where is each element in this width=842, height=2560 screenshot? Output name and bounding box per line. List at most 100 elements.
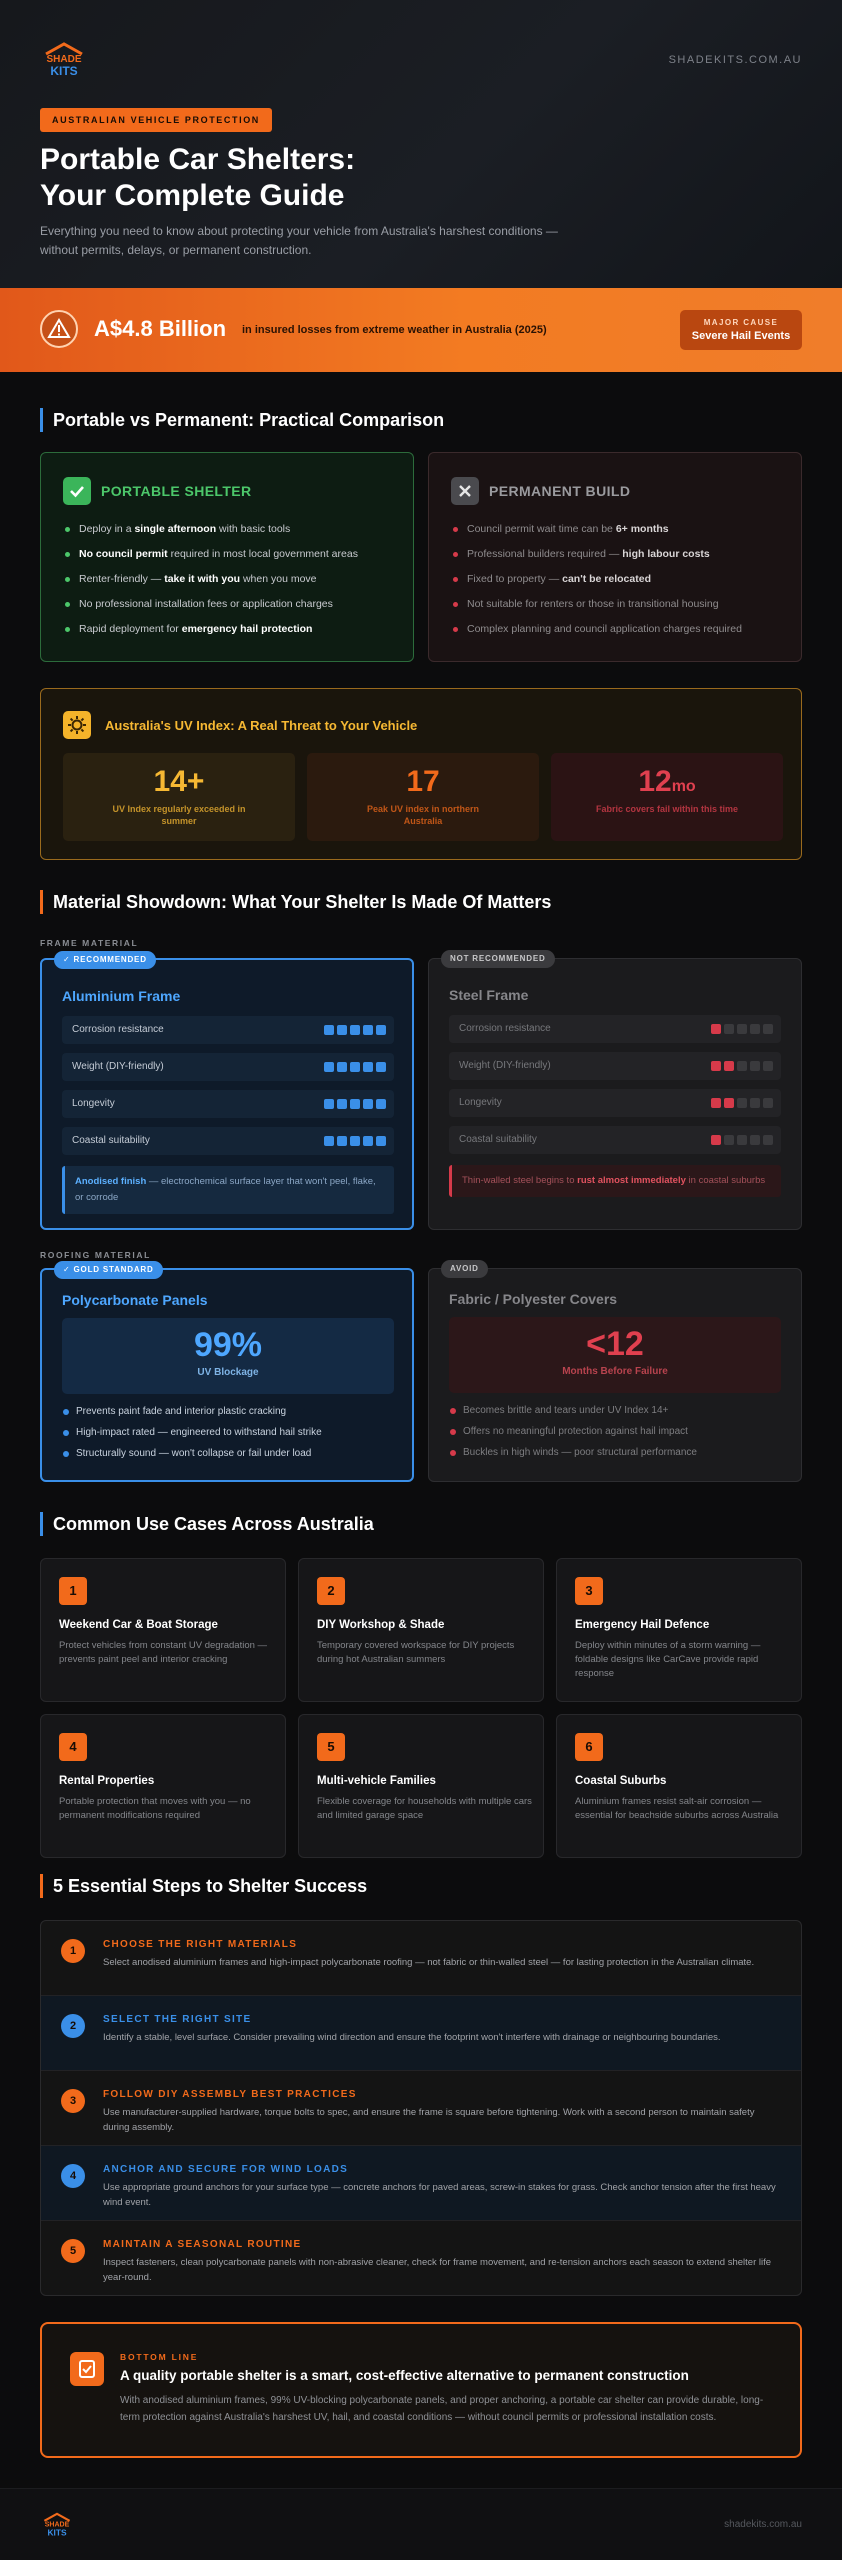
rating-dot xyxy=(363,1062,373,1072)
logo-text-top: SHADE xyxy=(46,54,81,65)
polycarbonate-card: ✓ GOLD STANDARD Polycarbonate Panels 99%… xyxy=(40,1261,414,1482)
step-title: MAINTAIN A SEASONAL ROUTINE xyxy=(103,2239,302,2250)
use-case-description: Temporary covered workspace for DIY proj… xyxy=(317,1640,515,1665)
use-case-title: DIY Workshop & Shade xyxy=(317,1619,445,1631)
step-item: 1 CHOOSE THE RIGHT MATERIALS Select anodis… xyxy=(41,1921,801,1996)
aluminium-rating-score xyxy=(324,1099,386,1109)
logo-text-bottom: KITS xyxy=(50,64,77,78)
aluminium-rating-row: Corrosion resistance xyxy=(62,1016,394,1044)
permanent-drawback-text: Council permit wait time can be xyxy=(467,523,616,535)
rating-dot xyxy=(363,1099,373,1109)
portable-heading: PORTABLE SHELTER xyxy=(101,483,252,499)
bottom-line-label: BOTTOM LINE xyxy=(120,2352,199,2362)
rating-dot xyxy=(750,1024,760,1034)
uv-stat-box: 17 Peak UV index in northern Australia xyxy=(307,753,539,841)
step-item: 5 MAINTAIN A SEASONAL ROUTINE Inspect fast… xyxy=(41,2221,801,2295)
roofing-material-label: ROOFING MATERIAL xyxy=(40,1250,151,1260)
uv-stat-box: 14+ UV Index regularly exceeded in summer xyxy=(63,753,295,841)
permanent-drawback-emphasis: high labour costs xyxy=(622,548,710,560)
step-description: Use appropriate ground anchors for your … xyxy=(103,2182,776,2208)
rating-dot xyxy=(337,1062,347,1072)
aluminium-note: Anodised finish — electrochemical surfac… xyxy=(62,1166,394,1214)
rating-dot xyxy=(737,1061,747,1071)
aluminium-rating-label: Coastal suitability xyxy=(72,1135,150,1146)
portable-benefit-text: required in most local government areas xyxy=(167,548,358,560)
fabric-failure-label: Months Before Failure xyxy=(562,1366,668,1377)
footer-logo-top: SHADE xyxy=(45,2521,70,2528)
fabric-failure-value: <12 xyxy=(586,1325,644,1363)
fabric-drawback: Buckles in high winds — poor structural … xyxy=(449,1447,781,1459)
warning-triangle-icon xyxy=(40,310,78,348)
rating-dot xyxy=(363,1136,373,1146)
permanent-drawback-text: Complex planning and council application… xyxy=(467,623,742,635)
rating-dot xyxy=(711,1135,721,1145)
permanent-build-card: PERMANENT BUILD Council permit wait time… xyxy=(428,452,802,662)
rating-dot xyxy=(324,1136,334,1146)
gold-standard-badge: ✓ GOLD STANDARD xyxy=(54,1261,163,1279)
aluminium-rating-label: Weight (DIY-friendly) xyxy=(72,1061,164,1072)
category-pill: AUSTRALIAN VEHICLE PROTECTION xyxy=(40,108,272,132)
uv-stat-number: 14+ xyxy=(153,765,205,798)
aluminium-heading: Aluminium Frame xyxy=(62,988,181,1004)
uv-blockage-value: 99% xyxy=(193,1326,263,1364)
rating-dot xyxy=(376,1099,386,1109)
portable-benefit-emphasis: take it with you xyxy=(164,573,241,585)
step-item: 2 SELECT THE RIGHT SITE Identify a stable,… xyxy=(41,1996,801,2071)
use-cases-title: Common Use Cases Across Australia xyxy=(40,1512,374,1536)
rating-dot xyxy=(763,1135,773,1145)
step-title: CHOOSE THE RIGHT MATERIALS xyxy=(103,1939,298,1950)
uv-title: Australia's UV Index: A Real Threat to Y… xyxy=(105,718,418,733)
step-number: 1 xyxy=(61,1939,85,1963)
aluminium-ratings: Corrosion resistance Weight (DIY-friendly… xyxy=(62,1016,394,1164)
rating-dot xyxy=(711,1024,721,1034)
steel-rating-label: Coastal suitability xyxy=(459,1134,537,1145)
use-case-title: Multi-vehicle Families xyxy=(317,1775,436,1787)
permanent-drawback-text: Fixed to property — xyxy=(467,573,563,585)
use-case-number: 2 xyxy=(317,1577,345,1605)
portable-shelter-card: PORTABLE SHELTER Deploy in a single afte… xyxy=(40,452,414,662)
portable-benefit-emphasis: emergency hail protection xyxy=(181,623,313,635)
use-case-card: 1 Weekend Car & Boat Storage Protect vehic… xyxy=(40,1558,286,1702)
steel-rating-label: Longevity xyxy=(459,1097,502,1108)
portable-benefit-text: Rapid deployment for xyxy=(79,623,182,635)
rating-dot xyxy=(350,1062,360,1072)
use-case-title: Emergency Hail Defence xyxy=(575,1619,710,1631)
aluminium-rating-label: Corrosion resistance xyxy=(72,1024,164,1035)
steel-rating-score xyxy=(711,1024,773,1034)
steel-rating-row: Weight (DIY-friendly) xyxy=(449,1052,781,1080)
permanent-drawback-item: Fixed to property — can't be relocated xyxy=(451,573,781,586)
portable-benefits-list: Deploy in a single afternoon with basic … xyxy=(63,523,393,648)
footer-logo: SHADE KITS xyxy=(43,2512,71,2538)
uv-stat-value: 17 xyxy=(307,765,539,799)
step-title: FOLLOW DIY ASSEMBLY BEST PRACTICES xyxy=(103,2089,357,2100)
rating-dot xyxy=(376,1136,386,1146)
title-line-2: Your Complete Guide xyxy=(40,179,345,212)
portable-benefit-text: Renter-friendly — xyxy=(79,573,165,585)
steps-title: 5 Essential Steps to Shelter Success xyxy=(40,1874,367,1898)
steel-rating-row: Corrosion resistance xyxy=(449,1015,781,1043)
portable-benefit-item: Renter-friendly — take it with you when … xyxy=(63,573,393,586)
step-item: 3 FOLLOW DIY ASSEMBLY BEST PRACTICES Use m… xyxy=(41,2071,801,2146)
portable-benefit-item: Deploy in a single afternoon with basic … xyxy=(63,523,393,536)
rating-dot xyxy=(711,1098,721,1108)
use-case-title: Coastal Suburbs xyxy=(575,1775,667,1787)
shadekits-logo: SHADE KITS xyxy=(45,42,83,78)
aluminium-rating-score xyxy=(324,1062,386,1072)
recommended-badge: ✓ RECOMMENDED xyxy=(54,951,156,969)
cause-label: MAJOR CAUSE xyxy=(703,318,779,327)
rating-dot xyxy=(350,1099,360,1109)
portable-benefit-emphasis: No council permit xyxy=(79,548,168,560)
step-title: SELECT THE RIGHT SITE xyxy=(103,2014,252,2025)
rating-dot xyxy=(724,1061,734,1071)
permanent-drawback-emphasis: can't be relocated xyxy=(562,573,651,585)
rating-dot xyxy=(763,1024,773,1034)
bottom-line-card: BOTTOM LINE A quality portable shelter i… xyxy=(40,2322,802,2458)
fabric-cover-card: AVOID Fabric / Polyester Covers <12 Mont… xyxy=(428,1260,802,1482)
step-number: 3 xyxy=(61,2089,85,2113)
step-description: Select anodised aluminium frames and hig… xyxy=(103,1957,755,1968)
rating-dot xyxy=(750,1061,760,1071)
avoid-badge: AVOID xyxy=(441,1260,488,1278)
rating-dot xyxy=(376,1062,386,1072)
rating-dot xyxy=(763,1098,773,1108)
rating-dot xyxy=(724,1135,734,1145)
